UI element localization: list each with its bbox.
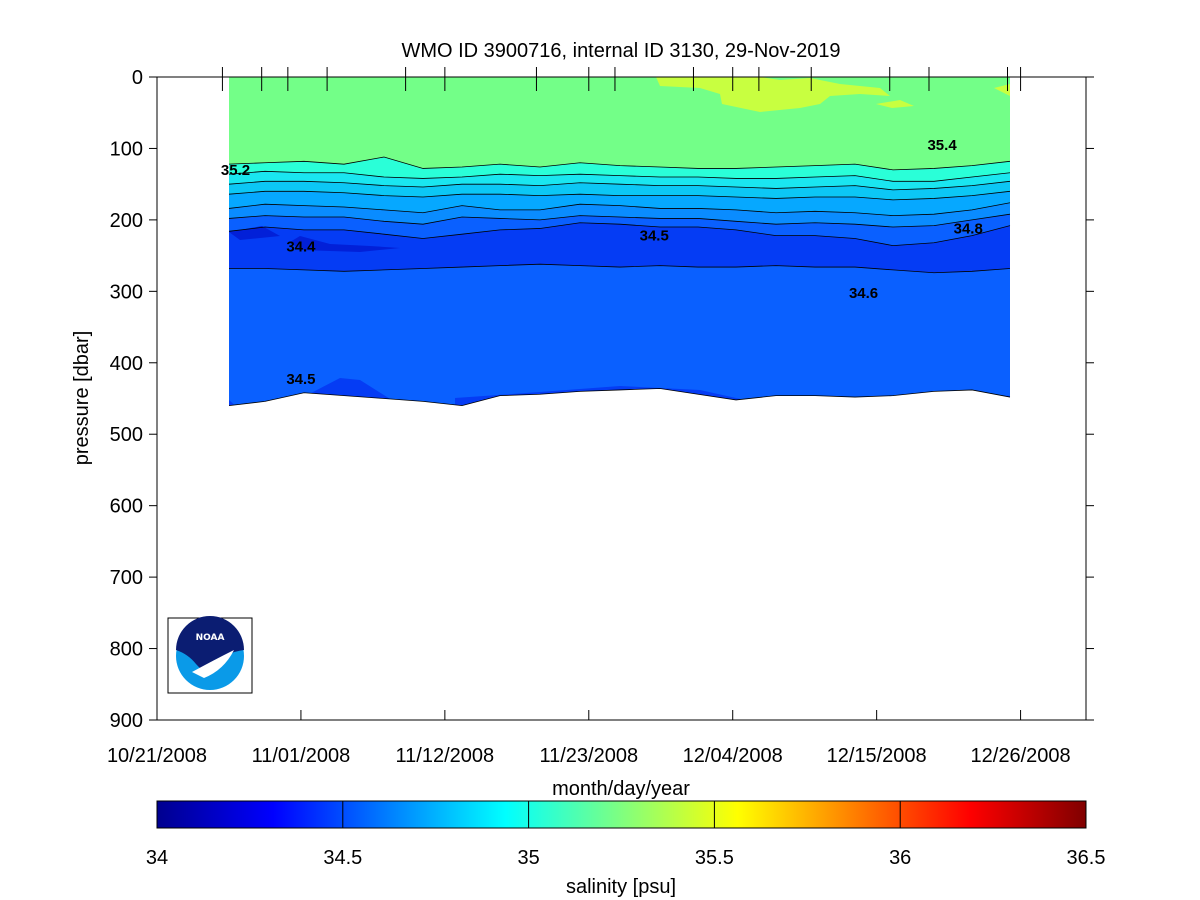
pocket-salinity-34.4-west <box>229 226 280 240</box>
below-bottom-mask <box>229 388 1010 720</box>
layer-salinity-34.5 <box>229 222 1010 273</box>
colorbar-tick-label-1: 34.5 <box>323 847 362 869</box>
layer-salinity-34.6 <box>229 264 1010 406</box>
colorbar-title: salinity [psu] <box>566 876 676 898</box>
colorbar-tick-label-5: 36.5 <box>1067 847 1106 869</box>
colorbar-ticks: 34 34.5 35 35.5 36 36.5 <box>146 801 1106 869</box>
x-tick-label-4: 12/04/2008 <box>683 745 783 767</box>
contour-label-3: 34.5 <box>640 228 669 245</box>
contour-line-0 <box>228 156 1011 171</box>
colorbar-gradient <box>156 800 1087 829</box>
noaa-logo: NOAA <box>167 616 253 694</box>
y-axis-title: pressure [dbar] <box>71 331 93 466</box>
plot-frame <box>156 76 1087 721</box>
colorbar-tick-label-0: 34 <box>146 847 168 869</box>
contour-label-0: 35.2 <box>221 162 250 179</box>
y-tick-label-2: 200 <box>110 210 143 232</box>
layer-salinity-35.0 <box>229 171 1010 190</box>
salinity-fill-layers <box>229 77 1010 720</box>
y-tick-label-3: 300 <box>110 281 143 303</box>
contour-label-6: 34.5 <box>286 371 315 388</box>
pocket-salinity-34.4 <box>290 236 400 252</box>
x-axis: 10/21/2008 11/01/2008 11/12/2008 11/23/2008… <box>107 710 1071 767</box>
patch-salinity-35.4-small <box>876 100 914 108</box>
contour-label-4: 34.4 <box>286 238 316 255</box>
x-tick-label-1: 11/01/2008 <box>252 745 351 767</box>
contour-labels: 35.2 35.4 34.8 34.5 34.4 34.6 34.5 <box>221 137 983 388</box>
y-tick-label-9: 900 <box>110 710 143 732</box>
colorbar-tick-label-4: 36 <box>889 847 911 869</box>
contour-line-5 <box>228 213 1011 228</box>
contour-line-7 <box>229 263 1011 274</box>
x-axis-title: month/day/year <box>552 778 690 800</box>
y-tick-label-7: 700 <box>110 567 143 589</box>
colorbar-tick-label-3: 35.5 <box>695 847 734 869</box>
contour-line-bottom <box>228 388 1011 407</box>
colorbar: 34 34.5 35 35.5 36 36.5 salinity [psu] <box>146 800 1106 898</box>
y-tick-label-1: 100 <box>110 138 143 160</box>
contour-lines <box>228 156 1011 407</box>
chart-title: WMO ID 3900716, internal ID 3130, 29-Nov… <box>401 40 840 62</box>
x-tick-label-6: 12/26/2008 <box>971 745 1071 767</box>
contour-label-5: 34.6 <box>849 285 878 302</box>
contour-label-1: 35.4 <box>927 137 957 154</box>
layer-salinity-35.1 <box>229 157 1010 182</box>
y-tick-label-0: 0 <box>132 67 143 89</box>
contour-label-2: 34.8 <box>954 220 983 237</box>
layer-salinity-34.9 <box>229 181 1010 200</box>
y-tick-label-4: 400 <box>110 353 143 375</box>
x-tick-label-2: 11/12/2008 <box>396 745 495 767</box>
contour-line-1 <box>228 170 1011 182</box>
y-tick-label-6: 600 <box>110 496 143 518</box>
contour-line-6 <box>228 222 1011 247</box>
y-tick-label-8: 800 <box>110 639 143 661</box>
layer-salinity-34.6-upper <box>229 214 1010 246</box>
layer-salinity-35.3 <box>229 77 1010 170</box>
x-tick-label-3: 11/23/2008 <box>539 745 638 767</box>
patch-salinity-35.4-east <box>994 84 1010 96</box>
y-tick-label-5: 500 <box>110 424 143 446</box>
contour-line-2 <box>228 180 1011 191</box>
profile-date-ticks <box>221 67 1022 91</box>
layer-salinity-34.7 <box>229 202 1010 228</box>
noaa-logo-text: NOAA <box>196 633 225 643</box>
y-axis: 0 100 200 300 400 500 600 700 800 900 <box>110 67 1094 732</box>
x-tick-label-0: 10/21/2008 <box>107 745 207 767</box>
colorbar-tick-label-2: 35 <box>517 847 539 869</box>
contour-line-3 <box>228 190 1011 201</box>
patch-salinity-35.4 <box>656 77 890 112</box>
x-tick-label-5: 12/15/2008 <box>827 745 927 767</box>
contour-line-4 <box>228 202 1011 217</box>
